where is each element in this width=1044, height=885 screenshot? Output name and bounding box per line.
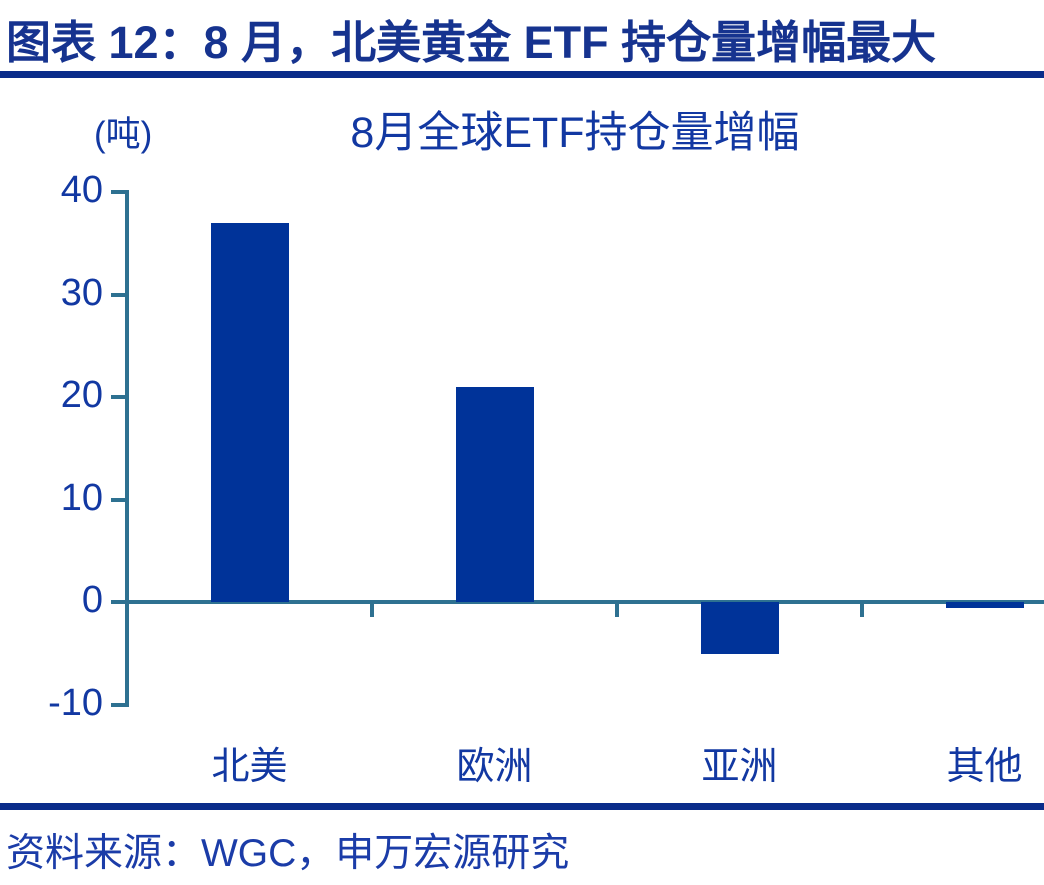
source-note: 资料来源：WGC，申万宏源研究 (6, 832, 570, 875)
x-category-label: 其他 (946, 746, 1023, 788)
y-tick (111, 190, 125, 194)
x-tick (370, 604, 374, 618)
y-tick-label: 10 (60, 476, 103, 519)
bar (455, 386, 534, 603)
y-tick-label: 0 (81, 579, 103, 622)
bar (700, 602, 779, 654)
footer-rule (0, 803, 1044, 810)
bar (945, 602, 1024, 608)
y-tick (111, 292, 125, 297)
x-tick (860, 604, 864, 618)
x-axis-line (125, 600, 1044, 605)
plot-area: 40 30 20 10 0 -10 北美 欧洲 亚洲 其他 (0, 169, 1044, 790)
y-tick (111, 600, 125, 605)
figure-title: 图表 12：8 月，北美黄金 ETF 持仓量增幅最大 (6, 17, 937, 68)
x-category-label: 北美 (211, 746, 288, 788)
y-axis-line (125, 190, 129, 707)
x-tick (615, 604, 619, 618)
bar (210, 222, 289, 603)
y-axis-unit-label: (吨) (94, 115, 153, 154)
y-tick-label: 30 (60, 271, 103, 314)
y-tick (111, 703, 125, 707)
x-category-label: 欧洲 (456, 746, 533, 788)
y-tick-label: 20 (60, 374, 103, 417)
chart-title: 8月全球ETF持仓量增幅 (350, 109, 800, 157)
y-tick-label: -10 (48, 682, 103, 724)
y-tick-label: 40 (60, 169, 103, 211)
x-category-label: 亚洲 (701, 746, 778, 788)
y-tick (111, 395, 125, 400)
y-tick (111, 497, 125, 502)
header-rule (0, 71, 1044, 78)
